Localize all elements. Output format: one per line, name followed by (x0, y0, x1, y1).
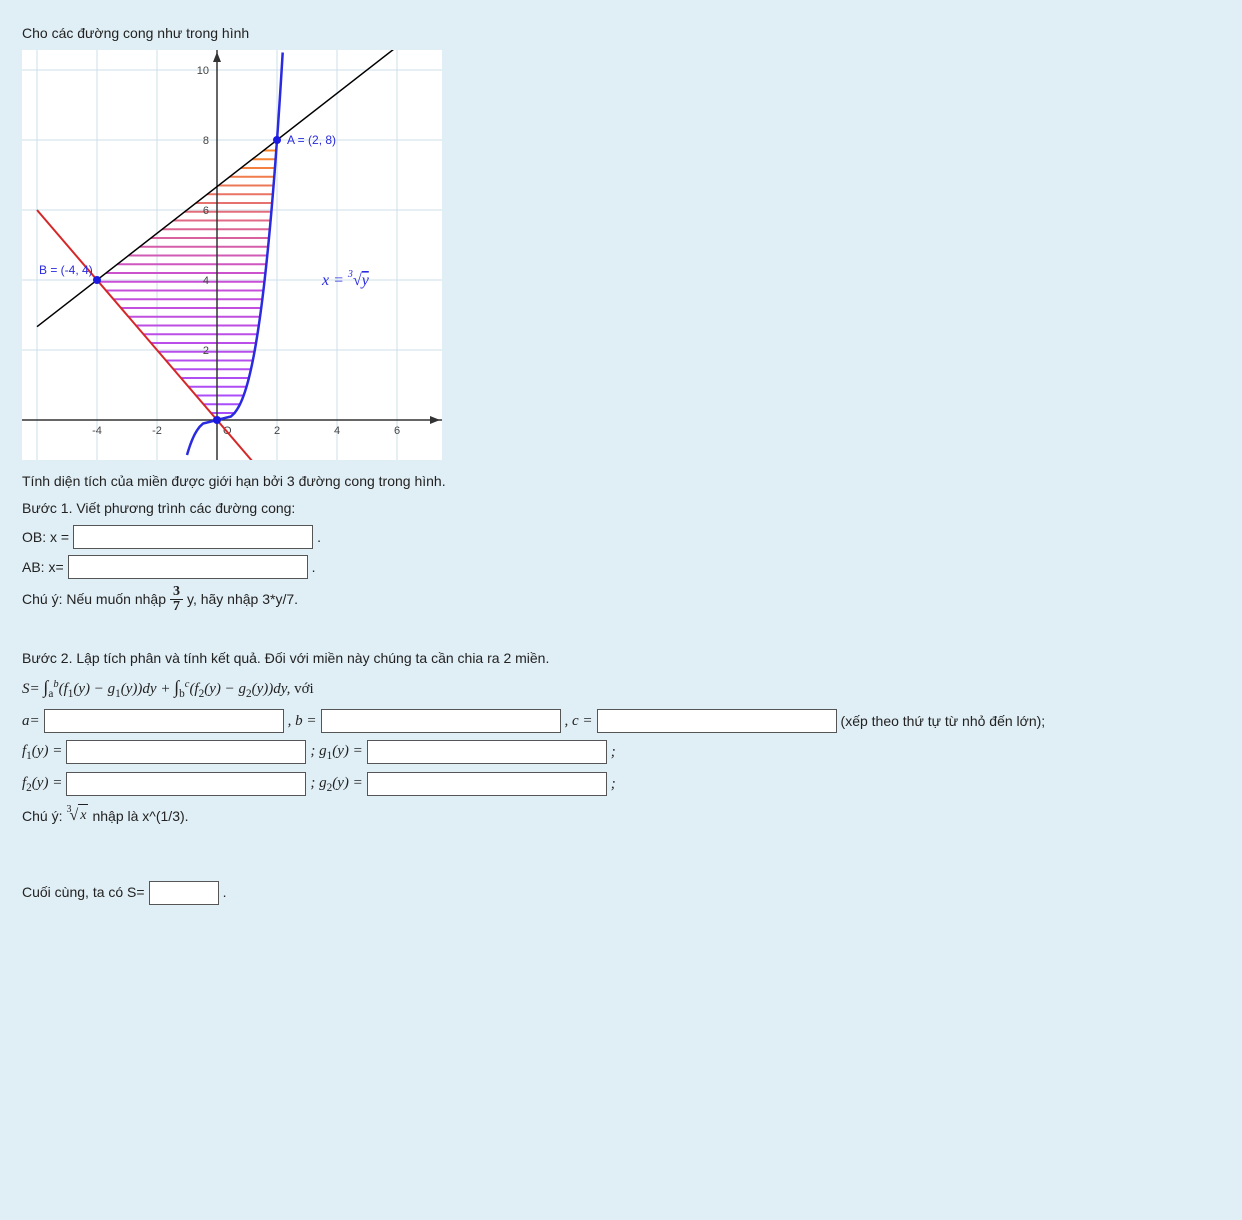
ob-post: . (317, 526, 321, 548)
svg-text:4: 4 (334, 425, 340, 437)
g1-label: ; g1(y) = (310, 739, 362, 765)
svg-text:A = (2, 8): A = (2, 8) (287, 133, 336, 147)
g1-input[interactable] (367, 740, 607, 764)
graph-figure: -4-2246246810OA = (2, 8)B = (-4, 4)x = 3… (22, 50, 442, 460)
svg-text:10: 10 (197, 65, 209, 77)
g2-label: ; g2(y) = (310, 771, 362, 797)
step1-note-post: y, hãy nhập 3*y/7. (187, 588, 298, 610)
spacer (22, 835, 1220, 875)
step1-note: Chú ý: Nếu muốn nhập 3 7 y, hãy nhập 3*y… (22, 585, 1220, 614)
b-label: , b = (288, 709, 317, 733)
step2-note-pre: Chú ý: (22, 805, 62, 827)
ob-input[interactable] (73, 525, 313, 549)
svg-text:4: 4 (203, 275, 209, 287)
step2-note: Chú ý: 3√x nhập là x^(1/3). (22, 803, 1220, 829)
step2-note-post: nhập là x^(1/3). (92, 805, 188, 827)
b-input[interactable] (321, 709, 561, 733)
svg-text:8: 8 (203, 135, 209, 147)
f1-input[interactable] (66, 740, 306, 764)
c-input[interactable] (597, 709, 837, 733)
svg-text:6: 6 (203, 205, 209, 217)
task-description: Tính diện tích của miền được giới hạn bở… (22, 470, 1220, 492)
final-pre: Cuối cùng, ta có S= (22, 881, 145, 903)
f1-label: f1(y) = (22, 739, 62, 765)
intro-text: Cho các đường cong như trong hình (22, 22, 1220, 44)
svg-text:6: 6 (394, 425, 400, 437)
svg-text:-4: -4 (92, 425, 102, 437)
cuberoot-x-icon: 3√x (66, 803, 88, 829)
fraction-den: 7 (170, 600, 183, 614)
ab-post: . (312, 556, 316, 578)
a-label: a= (22, 709, 40, 733)
svg-text:x = 3√y: x = 3√y (321, 269, 370, 289)
a-input[interactable] (44, 709, 284, 733)
svg-text:B = (-4, 4): B = (-4, 4) (39, 263, 93, 277)
step1-note-pre: Chú ý: Nếu muốn nhập (22, 588, 166, 610)
abc-row: a= , b = , c = (xếp theo thứ tự từ nhỏ đ… (22, 709, 1220, 733)
step2-formula: S= ∫ab(f1(y) − g1(y))dy + ∫bc(f2(y) − g2… (22, 673, 1220, 703)
fraction-3-7: 3 7 (170, 585, 183, 614)
f1g1-row: f1(y) = ; g1(y) = ; (22, 739, 1220, 765)
order-note: (xếp theo thứ tự từ nhỏ đến lớn); (841, 710, 1046, 732)
final-row: Cuối cùng, ta có S= . (22, 881, 1220, 905)
ab-input[interactable] (68, 555, 308, 579)
g2-input[interactable] (367, 772, 607, 796)
svg-text:2: 2 (203, 345, 209, 357)
svg-text:2: 2 (274, 425, 280, 437)
ab-label: AB: x= (22, 556, 64, 578)
f1g1-semi: ; (611, 740, 616, 764)
f2g2-row: f2(y) = ; g2(y) = ; (22, 771, 1220, 797)
s-input[interactable] (149, 881, 219, 905)
step1-title: Bước 1. Viết phương trình các đường cong… (22, 497, 1220, 519)
final-post: . (223, 881, 227, 903)
ab-row: AB: x= . (22, 555, 1220, 579)
step2-title: Bước 2. Lập tích phân và tính kết quả. Đ… (22, 647, 1220, 669)
ob-row: OB: x = . (22, 525, 1220, 549)
fraction-num: 3 (170, 585, 183, 600)
f2-input[interactable] (66, 772, 306, 796)
c-label: , c = (565, 709, 593, 733)
f2g2-semi: ; (611, 772, 616, 796)
f2-label: f2(y) = (22, 771, 62, 797)
graph-svg: -4-2246246810OA = (2, 8)B = (-4, 4)x = 3… (22, 50, 442, 460)
ob-label: OB: x = (22, 526, 69, 548)
svg-text:-2: -2 (152, 425, 162, 437)
problem-container: Cho các đường cong như trong hình -4 -2 2 4… (0, 0, 1242, 929)
